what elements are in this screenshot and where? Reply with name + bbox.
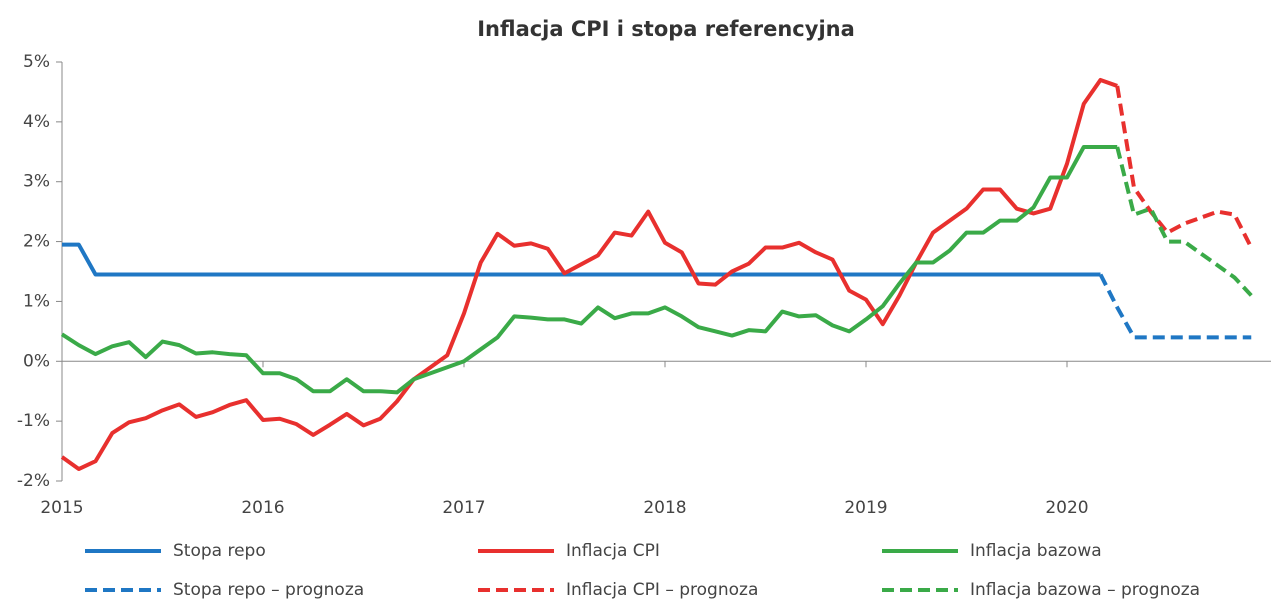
y-tick-label: 2%	[23, 232, 50, 252]
x-tick-label: 2020	[1045, 498, 1088, 518]
y-tick-label: 5%	[23, 52, 50, 72]
y-tick-label: 3%	[23, 172, 50, 192]
series-line	[60, 144, 1118, 395]
series-line	[62, 242, 1101, 277]
legend-label: Inflacja CPI – prognoza	[566, 580, 758, 600]
x-tick-label: 2019	[844, 498, 887, 518]
legend-label: Stopa repo	[173, 541, 266, 561]
y-tick-label: -2%	[17, 471, 50, 491]
series-line	[1098, 273, 1252, 340]
chart-title: Inflacja CPI i stopa referencyjna	[477, 17, 855, 41]
x-tick-label: 2018	[643, 498, 686, 518]
series-line	[1115, 85, 1254, 249]
series-line	[1115, 146, 1253, 297]
legend-label: Inflacja bazowa	[970, 541, 1102, 561]
x-tick-label: 2016	[241, 498, 284, 518]
y-tick-label: 1%	[23, 291, 50, 311]
series-line	[60, 77, 1118, 472]
x-tick-label: 2015	[40, 498, 83, 518]
y-tick-label: 4%	[23, 112, 50, 132]
legend-label: Inflacja bazowa – prognoza	[970, 580, 1200, 600]
legend-label: Inflacja CPI	[566, 541, 660, 561]
y-tick-label: -1%	[17, 411, 50, 431]
x-tick-label: 2017	[442, 498, 485, 518]
legend-label: Stopa repo – prognoza	[173, 580, 364, 600]
y-tick-label: 0%	[23, 351, 50, 371]
